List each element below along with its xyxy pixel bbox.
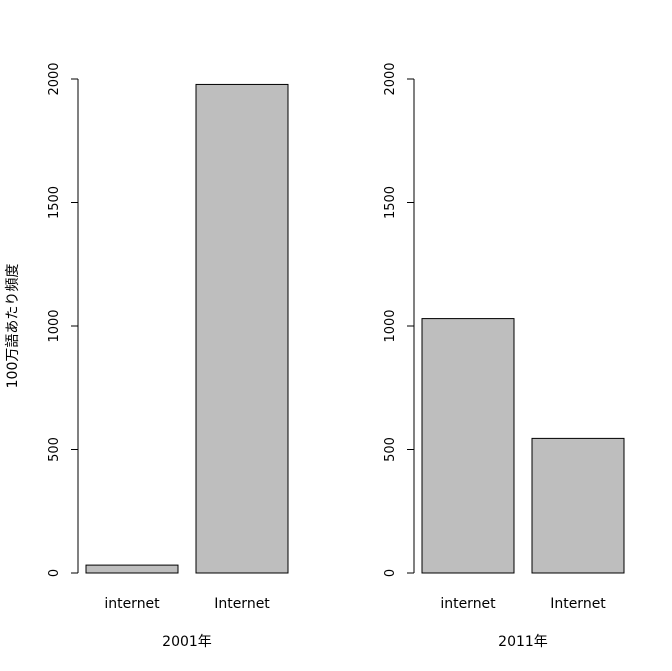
- y-tick-label: 1500: [383, 186, 398, 219]
- category-label: Internet: [214, 596, 270, 612]
- y-axis-label: 100万語あたり頻度: [5, 264, 21, 389]
- y-tick-label: 0: [383, 569, 398, 577]
- y-tick-label: 500: [47, 437, 62, 462]
- category-label: internet: [440, 596, 496, 612]
- y-tick-label: 500: [383, 437, 398, 462]
- x-axis-label: 2001年: [162, 634, 212, 650]
- y-tick-label: 1000: [47, 309, 62, 342]
- bar-internet-1: [531, 437, 625, 574]
- chart-panel-2011: 0 500 1000 1500 2000 internet Internet 2011年: [383, 62, 625, 650]
- y-tick-label: 2000: [383, 62, 398, 95]
- bar-internet-0: [421, 318, 515, 574]
- bar-internet-0: [85, 564, 179, 574]
- chart-panel-2001: 0 500 1000 1500 2000 internet Internet 2001年 100…: [5, 62, 289, 650]
- y-tick-label: 1000: [383, 309, 398, 342]
- category-label: Internet: [550, 596, 606, 612]
- y-tick-label: 0: [47, 569, 62, 577]
- bar-internet-1: [195, 83, 289, 574]
- y-tick-label: 2000: [47, 62, 62, 95]
- y-tick-label: 1500: [47, 186, 62, 219]
- x-axis-label: 2011年: [498, 634, 548, 650]
- category-label: internet: [104, 596, 160, 612]
